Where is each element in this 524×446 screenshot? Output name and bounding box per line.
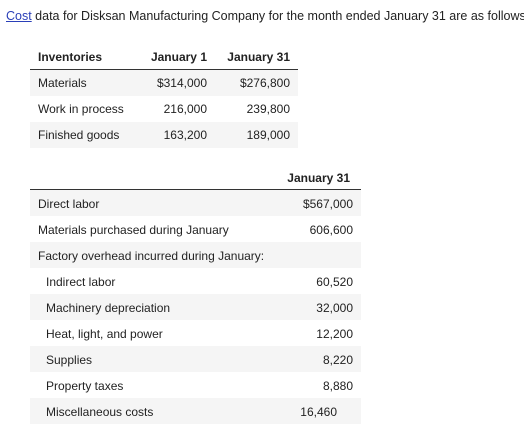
table-row: Property taxes 8,880 [30,372,361,398]
intro-rest: data for Disksan Manufacturing Company f… [31,9,524,23]
table-row: Materials $314,000 $276,800 [30,70,298,96]
table-row: Materials purchased during January 606,6… [30,216,361,242]
table-row: Machinery depreciation 32,000 [30,294,361,320]
inventories-header: Inventories January 1 January 31 [30,44,298,70]
table-row: Supplies 8,220 [30,346,361,372]
header-january-31: January 31 [287,171,350,185]
inventories-table: Inventories January 1 January 31 Materia… [30,44,298,148]
row-label: Supplies [46,353,93,367]
row-label: Indirect labor [46,275,116,289]
row-jan31-value: 239,800 [246,102,290,116]
row-value: 60,520 [316,275,353,289]
row-jan31-value: 189,000 [246,128,290,142]
row-label: Materials purchased during January [38,223,229,237]
table-row: Factory overhead incurred during January… [30,242,361,268]
row-label: Factory overhead incurred during January… [38,249,265,263]
header-january-31: January 31 [227,50,290,64]
table-row: Miscellaneous costs 16,460 [30,398,361,424]
table-row: Indirect labor 60,520 [30,268,361,294]
intro-text: Cost data for Disksan Manufacturing Comp… [6,9,524,23]
row-label: Heat, light, and power [46,327,163,341]
row-label: Direct labor [38,197,100,211]
table-row: Direct labor $567,000 [30,190,361,216]
row-label: Machinery depreciation [46,301,171,315]
row-value: 606,600 [309,223,353,237]
costs-header: January 31 [30,166,361,190]
costs-table: January 31 Direct labor $567,000 Materia… [30,166,361,424]
table-row: Finished goods 163,200 189,000 [30,122,298,148]
header-january-1: January 1 [150,50,207,64]
row-jan1-value: $314,000 [156,76,207,90]
row-value: 8,220 [322,353,353,367]
row-label: Work in process [38,102,124,116]
row-value: 8,880 [322,379,353,393]
row-value: $567,000 [302,197,353,211]
row-jan31-value: $276,800 [239,76,290,90]
cost-link[interactable]: Cost [6,9,32,23]
row-value: 12,200 [316,327,353,341]
row-label: Miscellaneous costs [46,405,154,419]
row-jan1-value: 216,000 [163,102,207,116]
table-row: Work in process 216,000 239,800 [30,96,298,122]
header-inventories: Inventories [38,50,103,64]
row-jan1-value: 163,200 [163,128,207,142]
row-label: Finished goods [38,128,120,142]
row-value: 32,000 [316,301,353,315]
table-row: Heat, light, and power 12,200 [30,320,361,346]
row-label: Materials [38,76,87,90]
row-label: Property taxes [46,379,124,393]
row-value: 16,460 [300,405,337,419]
